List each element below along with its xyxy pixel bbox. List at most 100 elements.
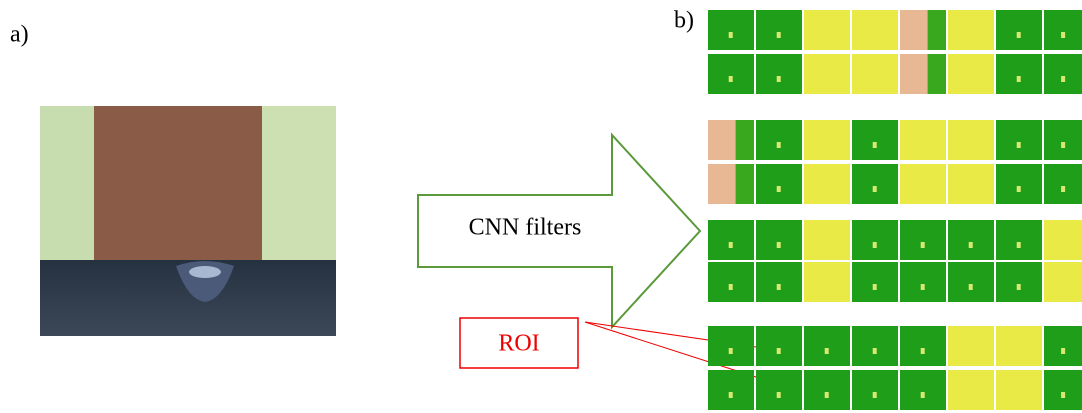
filter-map (873, 348, 877, 354)
filter-map (948, 220, 994, 260)
filter-map (900, 326, 946, 366)
filter-map (708, 370, 754, 410)
filter-map (996, 370, 1042, 410)
filter-map (1061, 392, 1065, 398)
filter-map (804, 54, 850, 94)
filter-map (736, 164, 754, 204)
filter-map (736, 120, 754, 160)
panel-label: a) (10, 22, 29, 48)
filter-map (852, 54, 898, 94)
filter-map (729, 242, 733, 248)
filter-map (1017, 242, 1021, 248)
filter-map (996, 164, 1042, 204)
filter-map (729, 32, 733, 38)
filter-map (804, 370, 850, 410)
filter-map (852, 326, 898, 366)
filter-map (948, 326, 994, 366)
filter-map (1044, 164, 1082, 204)
filter-map (756, 54, 802, 94)
filter-map (1061, 76, 1065, 82)
filter-map (1044, 10, 1082, 50)
filter-map (1044, 326, 1082, 366)
filter-map (825, 392, 829, 398)
filter-map (852, 370, 898, 410)
filter-map (873, 242, 877, 248)
filter-map (708, 326, 754, 366)
filter-map (1044, 220, 1082, 260)
filter-map (777, 142, 781, 148)
filter-map (1044, 120, 1082, 160)
filter-map (852, 10, 898, 50)
filter-map (996, 54, 1042, 94)
filter-map (948, 262, 994, 302)
filter-map (777, 186, 781, 192)
filter-map (1044, 370, 1082, 410)
filter-map (852, 262, 898, 302)
filter-map (852, 120, 898, 160)
filter-map (948, 120, 994, 160)
filter-map (1017, 186, 1021, 192)
panel-label: b) (674, 8, 694, 34)
filter-map (777, 392, 781, 398)
arrow-label: CNN filters (469, 215, 582, 241)
filter-map (708, 10, 754, 50)
filter-map (1061, 348, 1065, 354)
filter-map (948, 164, 994, 204)
filter-map (873, 392, 877, 398)
filter-map (1017, 32, 1021, 38)
filter-map (825, 348, 829, 354)
filter-map (996, 120, 1042, 160)
filter-map (729, 392, 733, 398)
filter-map (996, 326, 1042, 366)
filter-map (873, 142, 877, 148)
filter-map (756, 220, 802, 260)
filter-map (804, 220, 850, 260)
filter-map (729, 284, 733, 290)
filter-map (1061, 32, 1065, 38)
filter-map (873, 284, 877, 290)
filter-map (921, 392, 925, 398)
filter-map (804, 326, 850, 366)
filter-map (900, 370, 946, 410)
filter-map (969, 242, 973, 248)
arrow: CNN filters (418, 135, 700, 327)
filter-map (708, 262, 754, 302)
roi-label: ROI (498, 331, 539, 357)
filter-map (948, 10, 994, 50)
filter-map (921, 348, 925, 354)
filter-map (900, 262, 946, 302)
filter-map (756, 370, 802, 410)
filter-map (708, 54, 754, 94)
filter-map (777, 32, 781, 38)
filter-map (928, 54, 946, 94)
photo (40, 106, 336, 336)
filter-map (756, 10, 802, 50)
filter-map (1061, 142, 1065, 148)
filter-map (804, 262, 850, 302)
filter-map (777, 76, 781, 82)
filter-map (900, 164, 946, 204)
filter-map (996, 220, 1042, 260)
filter-map (1017, 284, 1021, 290)
filter-map (900, 220, 946, 260)
filter-map (921, 242, 925, 248)
filter-map (729, 76, 733, 82)
filter-map (921, 284, 925, 290)
filter-map (1044, 262, 1082, 302)
filter-map (777, 284, 781, 290)
filter-map (900, 120, 946, 160)
filter-map (756, 164, 802, 204)
filter-map (777, 242, 781, 248)
filter-map (777, 348, 781, 354)
filter-map (928, 10, 946, 50)
filter-map (852, 164, 898, 204)
filter-map (1044, 54, 1082, 94)
filter-map (756, 120, 802, 160)
filter-map (729, 348, 733, 354)
filter-map (756, 326, 802, 366)
filter-map (996, 262, 1042, 302)
filter-map (1017, 76, 1021, 82)
filter-map (756, 262, 802, 302)
filter-map (804, 120, 850, 160)
filter-map (1061, 186, 1065, 192)
